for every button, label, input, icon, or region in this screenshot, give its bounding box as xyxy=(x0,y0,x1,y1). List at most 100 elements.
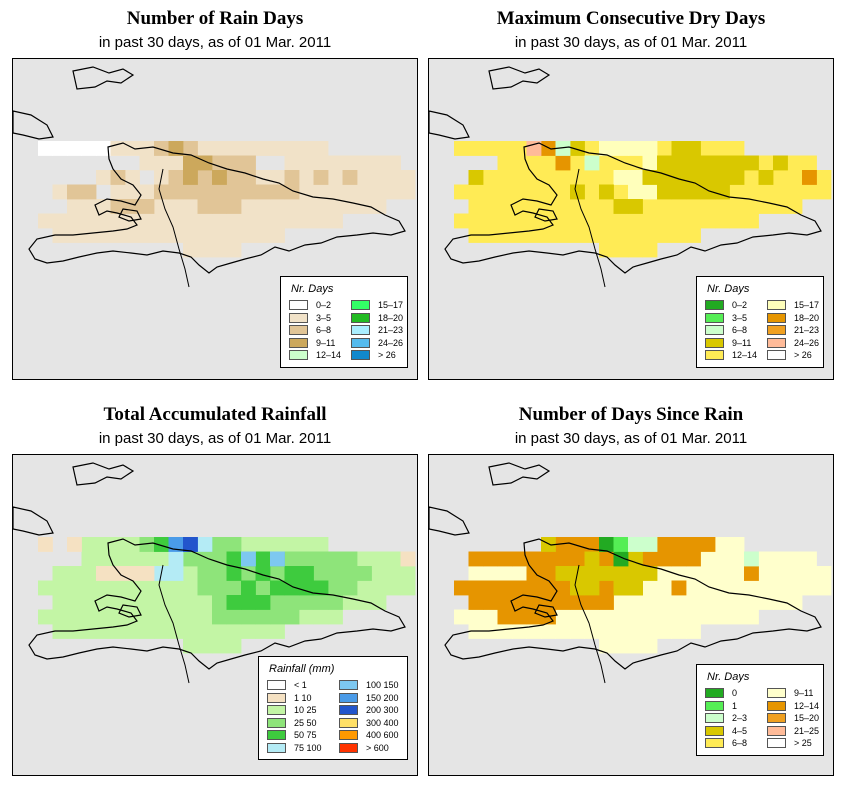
grid-cell xyxy=(657,537,672,552)
grid-cell xyxy=(255,609,271,625)
grid-cell xyxy=(284,170,300,185)
legend-dry-days: Nr. Days 0–2 3–5 6–8 9–11 12–14 15–17 18–20 21–… xyxy=(696,276,824,368)
grid-cell xyxy=(613,638,629,654)
grid-cell xyxy=(570,551,585,567)
grid-cell xyxy=(599,184,614,200)
grid-cell xyxy=(313,580,329,596)
grid-cell xyxy=(125,580,140,596)
grid-cell xyxy=(642,537,658,552)
grid-cell xyxy=(671,170,687,185)
grid-cell xyxy=(154,580,169,596)
legend-label: 100 150 xyxy=(366,680,399,690)
grid-cell xyxy=(468,184,484,200)
grid-cell xyxy=(729,184,745,200)
grid-cell xyxy=(657,566,672,581)
grid-cell xyxy=(599,141,614,156)
grid-cell xyxy=(599,242,614,258)
grid-cell xyxy=(628,609,643,625)
grid-cell xyxy=(628,242,643,258)
grid-cell xyxy=(570,228,585,243)
grid-cell xyxy=(541,141,556,156)
grid-cell xyxy=(197,580,213,596)
grid-cell xyxy=(599,551,614,567)
grid-cell xyxy=(328,213,343,229)
grid-cell xyxy=(139,155,155,171)
grid-cell xyxy=(555,141,571,156)
coastline xyxy=(534,604,558,618)
grid-cell xyxy=(386,184,401,200)
grid-cell xyxy=(212,537,227,552)
grid-cell xyxy=(570,537,585,552)
grid-cell xyxy=(110,199,126,214)
grid-cell xyxy=(758,580,774,596)
grid-cell xyxy=(787,155,803,171)
legend-swatch xyxy=(705,725,724,736)
grid-cell xyxy=(671,213,687,229)
grid-cell xyxy=(226,155,242,171)
grid-cell xyxy=(183,566,198,581)
grid-cell xyxy=(483,170,498,185)
grid-cell xyxy=(241,141,256,156)
grid-cell xyxy=(110,580,126,596)
grid-cell xyxy=(67,609,82,625)
grid-cell xyxy=(599,213,614,229)
panel-subtitle: in past 30 days, as of 01 Mar. 2011 xyxy=(514,430,748,447)
grid-cell xyxy=(212,595,227,610)
grid-cell xyxy=(197,609,213,625)
grid-cell xyxy=(816,184,832,200)
grid-cell xyxy=(613,580,629,596)
grid-cell xyxy=(642,184,658,200)
grid-cell xyxy=(526,551,542,567)
grid-cell xyxy=(541,551,556,567)
grid-cell xyxy=(642,595,658,610)
grid-cell xyxy=(555,184,571,200)
legend-rain-days: Nr. Days 0–2 3–5 6–8 9–11 12–14 15–17 18–20 21–… xyxy=(280,276,408,368)
grid-cell xyxy=(81,609,97,625)
coastline xyxy=(444,142,822,274)
grid-cell xyxy=(758,184,774,200)
grid-cell xyxy=(139,213,155,229)
grid-cell xyxy=(52,609,68,625)
grid-cell xyxy=(212,155,227,171)
grid-cell xyxy=(197,537,213,552)
grid-cell xyxy=(299,213,314,229)
grid-cell xyxy=(599,595,614,610)
grid-cell xyxy=(570,184,585,200)
grid-cell xyxy=(671,141,687,156)
grid-cell xyxy=(512,141,527,156)
grid-cell xyxy=(483,213,498,229)
grid-cell xyxy=(787,580,803,596)
grid-cell xyxy=(81,184,97,200)
country-border xyxy=(574,168,606,288)
grid-cell xyxy=(313,141,329,156)
grid-cell xyxy=(110,595,126,610)
grid-cell xyxy=(599,170,614,185)
grid-cell xyxy=(816,580,832,596)
grid-cell xyxy=(729,213,745,229)
grid-cell xyxy=(526,213,542,229)
grid-cell xyxy=(168,551,184,567)
grid-cell xyxy=(139,566,155,581)
grid-cell xyxy=(284,551,300,567)
grid-cell xyxy=(183,170,198,185)
coastline xyxy=(28,142,406,274)
grid-cell xyxy=(96,566,111,581)
grid-cell xyxy=(154,228,169,243)
grid-cell xyxy=(715,609,730,625)
grid-cell xyxy=(671,609,687,625)
grid-cell xyxy=(642,199,658,214)
grid-cell xyxy=(241,213,256,229)
grid-cell xyxy=(787,595,803,610)
grid-cell xyxy=(255,595,271,610)
grid-cell xyxy=(454,141,469,156)
grid-cell xyxy=(541,624,556,639)
grid-cell xyxy=(183,624,198,639)
grid-cell xyxy=(226,141,242,156)
legend-label: 50 75 xyxy=(294,730,317,740)
legend-swatch xyxy=(705,700,724,711)
grid-cell xyxy=(328,184,343,200)
grid-cell xyxy=(226,609,242,625)
grid-cell xyxy=(299,155,314,171)
legend-label: 1 10 xyxy=(294,692,312,703)
legend-swatch xyxy=(289,337,308,348)
